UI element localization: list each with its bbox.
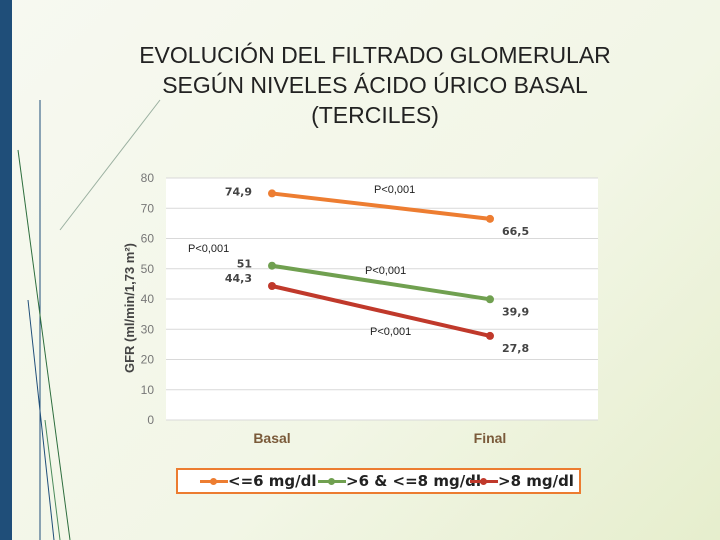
- series-line: [271, 284, 491, 338]
- p-value-annotation: P<0,001: [370, 326, 411, 338]
- y-axis-label: GFR (ml/min/1,73 m²): [122, 243, 137, 373]
- y-tick-label: 10: [141, 383, 155, 397]
- title-line-2: SEGÚN NIVELES ÁCIDO ÚRICO BASAL: [162, 72, 588, 98]
- title-line-1: EVOLUCIÓN DEL FILTRADO GLOMERULAR: [139, 42, 611, 68]
- p-value-annotation: P<0,001: [365, 265, 406, 277]
- chart-svg: 0 10 20 30 40 50 60 70 80 Basal Final 74,9 66,5 51 3…: [122, 171, 598, 446]
- y-tick-label: 30: [141, 322, 155, 336]
- data-point: [268, 281, 276, 290]
- series-line: [271, 263, 491, 302]
- data-point: [486, 214, 494, 223]
- y-tick-label: 40: [141, 292, 155, 306]
- data-point: [486, 331, 494, 340]
- legend-label-1: <=6 mg/dl: [228, 472, 317, 490]
- data-label: 39,9: [502, 305, 529, 318]
- legend-dot-3: [480, 478, 487, 485]
- y-tick-label: 70: [141, 201, 155, 215]
- data-label: 44,3: [225, 272, 252, 285]
- legend-label-3: >8 mg/dl: [498, 472, 574, 490]
- y-tick-label: 0: [147, 413, 154, 427]
- slide-title: EVOLUCIÓN DEL FILTRADO GLOMERULAR SEGÚN …: [110, 40, 640, 130]
- left-accent-bar: [0, 0, 12, 540]
- series-line: [271, 191, 491, 221]
- data-point: [268, 189, 276, 198]
- data-point: [268, 261, 276, 270]
- p-value-annotation: P<0,001: [188, 243, 229, 255]
- y-tick-label: 80: [141, 171, 155, 185]
- x-tick-label: Basal: [253, 430, 290, 446]
- data-point: [486, 295, 494, 304]
- title-line-3: (TERCILES): [311, 102, 439, 128]
- chart: 0 10 20 30 40 50 60 70 80 Basal Final 74,9 66,5 51 3…: [118, 160, 608, 465]
- legend-label-2: >6 & <=8 mg/dl: [346, 472, 482, 490]
- data-label: 74,9: [225, 185, 252, 198]
- data-label: 27,8: [502, 342, 529, 355]
- p-value-annotation: P<0,001: [374, 184, 415, 196]
- y-tick-label: 20: [141, 353, 155, 367]
- legend-dot-1: [210, 478, 217, 485]
- x-tick-label: Final: [474, 430, 507, 446]
- data-label: 66,5: [502, 225, 529, 238]
- y-tick-label: 60: [141, 232, 155, 246]
- data-label: 51: [237, 258, 252, 271]
- legend-dot-2: [328, 478, 335, 485]
- y-tick-label: 50: [141, 262, 155, 276]
- chart-legend: <=6 mg/dl >6 & <=8 mg/dl >8 mg/dl: [176, 468, 581, 494]
